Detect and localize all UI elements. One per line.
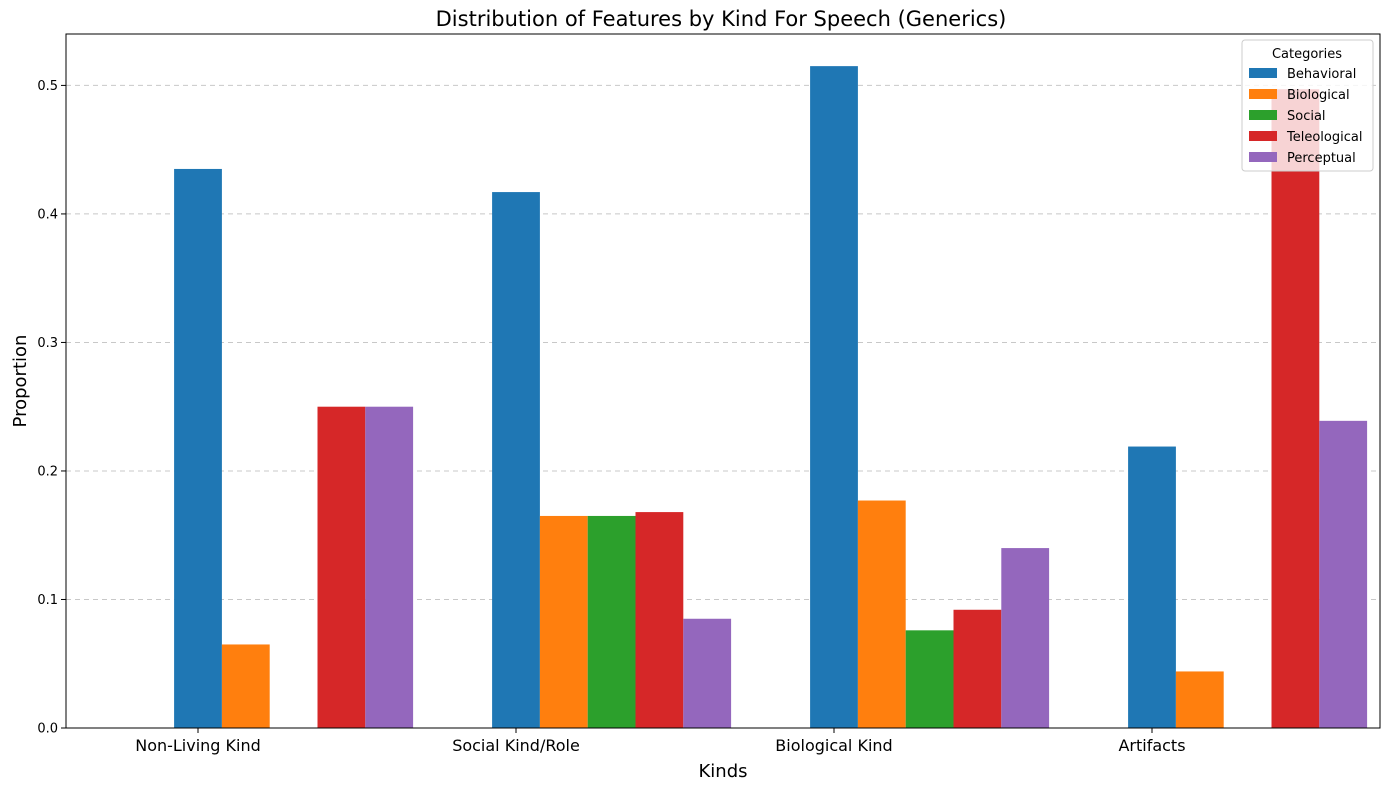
y-tick-label: 0.4 xyxy=(37,207,58,222)
y-tick-label: 0.2 xyxy=(37,464,58,479)
legend-swatch-teleological xyxy=(1249,131,1277,141)
legend-swatch-social xyxy=(1249,110,1277,120)
y-tick-label: 0.3 xyxy=(37,336,58,351)
bar-biological-1 xyxy=(221,644,270,728)
legend-label-social: Social xyxy=(1287,109,1326,124)
bar-teleological-4 xyxy=(1271,89,1320,729)
legend-swatch-biological xyxy=(1249,89,1277,99)
x-axis-ticks: Non-Living Kind Social Kind/Role Biologica… xyxy=(135,728,1186,755)
x-tick-label: Social Kind/Role xyxy=(452,736,580,755)
legend-label-behavioral: Behavioral xyxy=(1287,67,1356,82)
bar-perceptual-1 xyxy=(365,406,414,728)
bar-behavioral-4 xyxy=(1128,446,1176,728)
bar-social-3 xyxy=(905,630,954,728)
x-axis-label: Kinds xyxy=(698,761,747,782)
bar-biological-3 xyxy=(857,500,906,728)
legend-label-biological: Biological xyxy=(1287,88,1350,103)
legend-swatch-perceptual xyxy=(1249,152,1277,162)
grid-lines xyxy=(66,84,1380,600)
bar-perceptual-2 xyxy=(683,618,732,728)
legend: Categories Behavioral Biological Social Tel… xyxy=(1241,39,1374,172)
chart-title: Distribution of Features by Kind For Spe… xyxy=(436,7,1007,31)
x-tick-label: Non-Living Kind xyxy=(135,736,261,755)
bar-behavioral-2 xyxy=(492,192,540,729)
x-tick-label: Biological Kind xyxy=(775,736,892,755)
bar-perceptual-4 xyxy=(1319,420,1368,728)
bar-behavioral-3 xyxy=(810,66,858,728)
legend-title: Categories xyxy=(1272,47,1342,62)
bars xyxy=(174,66,1368,729)
bar-social-2 xyxy=(587,515,636,728)
bar-biological-4 xyxy=(1175,671,1224,728)
legend-label-teleological: Teleological xyxy=(1286,130,1362,145)
y-axis-ticks: 0.0 0.1 0.2 0.3 0.4 0.5 xyxy=(37,79,66,737)
bar-teleological-2 xyxy=(635,512,684,728)
y-tick-label: 0.1 xyxy=(37,593,58,608)
legend-items: Behavioral Biological Social Teleological Pe… xyxy=(1249,67,1362,166)
bar-biological-2 xyxy=(539,515,588,728)
y-tick-label: 0.5 xyxy=(37,79,58,94)
legend-label-perceptual: Perceptual xyxy=(1287,151,1356,166)
bar-behavioral-1 xyxy=(174,168,222,728)
y-tick-label: 0.0 xyxy=(37,722,58,737)
x-tick-label: Artifacts xyxy=(1118,736,1185,755)
bar-teleological-1 xyxy=(317,406,366,728)
legend-swatch-behavioral xyxy=(1249,68,1277,78)
plot-frame xyxy=(65,33,1381,729)
bar-teleological-3 xyxy=(953,609,1002,728)
y-axis-label: Proportion xyxy=(10,335,31,428)
bar-perceptual-3 xyxy=(1001,548,1050,728)
